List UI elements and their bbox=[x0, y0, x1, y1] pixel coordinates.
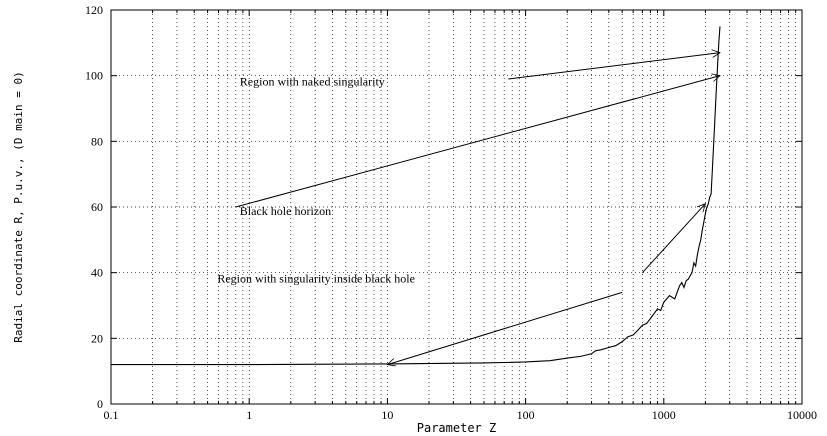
y-tick-label: 100 bbox=[85, 69, 103, 83]
series-line bbox=[111, 26, 721, 366]
x-tick-label: 0.1 bbox=[104, 408, 119, 422]
x-tick-label: 1 bbox=[246, 408, 252, 422]
x-tick-label: 10 bbox=[381, 408, 393, 422]
plot-frame bbox=[110, 9, 803, 405]
annotation-arrow bbox=[235, 76, 720, 208]
y-tick-label: 120 bbox=[85, 3, 103, 17]
y-tick-label: 20 bbox=[91, 331, 103, 345]
annotation-arrow bbox=[508, 53, 720, 80]
annotation-arrow bbox=[387, 291, 623, 364]
y-tick-label: 0 bbox=[97, 397, 103, 411]
y-tick-label: 40 bbox=[91, 266, 103, 280]
x-tick-label: 1000 bbox=[652, 408, 676, 422]
y-tick-label: 80 bbox=[91, 134, 103, 148]
annotation-label: Region with naked singularity bbox=[240, 75, 385, 89]
ticks: 0 20 40 60 80 100 120 0.1 1 10 100 1000 10000 bbox=[85, 3, 817, 422]
y-tick-label: 60 bbox=[91, 200, 103, 214]
annotations: Region with naked singularity Black hole … bbox=[217, 75, 415, 286]
annotation-label: Black hole horizon bbox=[240, 204, 331, 218]
x-axis-label: Parameter Z bbox=[417, 421, 496, 435]
y-axis-label: Radial coordinate R, P.u.v., (D main = 0… bbox=[12, 71, 25, 343]
x-tick-label: 10000 bbox=[787, 408, 817, 422]
annotation-arrow bbox=[642, 204, 705, 274]
annotation-label: Region with singularity inside black hol… bbox=[217, 272, 415, 286]
arrows bbox=[235, 53, 720, 365]
x-tick-label: 100 bbox=[517, 408, 535, 422]
grid bbox=[111, 10, 802, 404]
